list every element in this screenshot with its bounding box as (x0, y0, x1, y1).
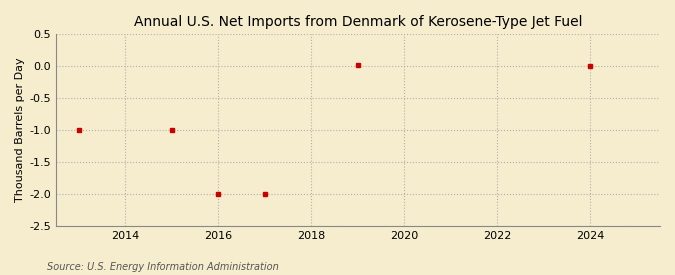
Text: Source: U.S. Energy Information Administration: Source: U.S. Energy Information Administ… (47, 262, 279, 272)
Y-axis label: Thousand Barrels per Day: Thousand Barrels per Day (15, 58, 25, 202)
Title: Annual U.S. Net Imports from Denmark of Kerosene-Type Jet Fuel: Annual U.S. Net Imports from Denmark of … (134, 15, 582, 29)
